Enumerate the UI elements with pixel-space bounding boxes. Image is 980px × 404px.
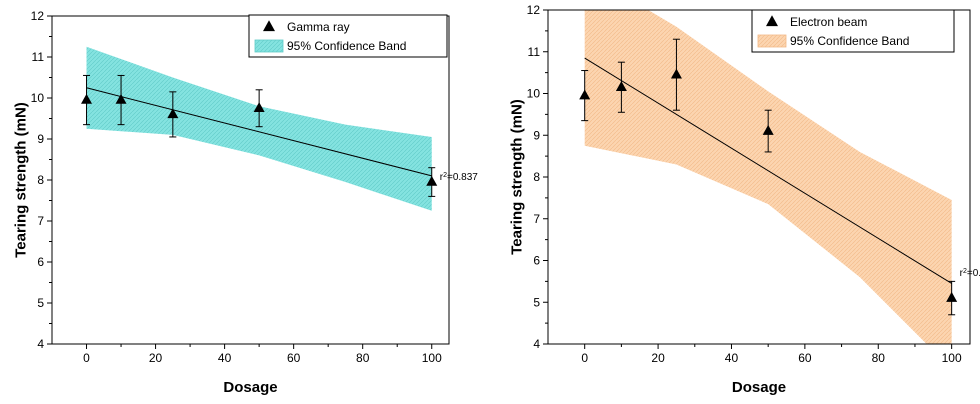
r-squared-label: r2=0.837: [440, 172, 479, 184]
x-tick-label: 40: [725, 351, 739, 365]
y-tick-label: 6: [533, 254, 540, 268]
data-point: [579, 70, 591, 122]
chart-electron-beam: 0 20 40 60 80 100 4 5 6 7 8 9 10 11 12 Dosage Tearing …: [508, 3, 980, 396]
x-tick-label: 0: [581, 351, 588, 365]
legend-triangle-marker: [263, 20, 275, 32]
x-tick-label: 60: [287, 351, 301, 365]
x-tick-label: 60: [798, 351, 812, 365]
triangle-marker: [115, 93, 127, 104]
x-tick-label: 20: [651, 351, 665, 365]
data-point: [946, 280, 958, 316]
r2-base: r: [440, 172, 444, 183]
plot-marks: [81, 46, 438, 211]
r2-value: =0.837: [447, 172, 478, 183]
x-tick-label: 80: [356, 351, 370, 365]
legend-series-label: Gamma ray: [287, 20, 350, 34]
axis-ticks: 0 20 40 60 80 100 4 5 6 7 8 9 10 11 12: [527, 3, 962, 365]
y-tick-label: 9: [533, 128, 540, 142]
legend-triangle-marker: [766, 15, 778, 27]
data-point: [81, 74, 93, 126]
triangle-marker: [81, 93, 93, 104]
y-tick-label: 12: [527, 3, 541, 17]
axis-ticks: 0 20 40 60 80 100 4 5 6 7 8 9 10 11 12: [31, 9, 442, 365]
y-tick-label: 11: [32, 50, 45, 64]
legend-band-label: 95% Confidence Band: [287, 39, 406, 53]
legend-series-label: Electron beam: [790, 15, 867, 29]
x-tick-label: 100: [942, 351, 962, 365]
triangle-marker: [426, 175, 438, 186]
x-axis-title: Dosage: [732, 379, 786, 396]
y-tick-label: 7: [533, 212, 540, 226]
y-tick-label: 4: [37, 337, 44, 351]
legend: Electron beam 95% Confidence Band: [751, 9, 955, 53]
data-point: [670, 38, 682, 111]
y-tick-label: 9: [37, 132, 44, 146]
y-tick-label: 4: [533, 337, 540, 351]
y-tick-label: 8: [533, 170, 540, 184]
y-tick-label: 6: [37, 255, 44, 269]
triangle-marker: [762, 124, 774, 135]
y-tick-label: 5: [37, 296, 44, 310]
plot-marks: [579, 10, 958, 344]
y-tick-label: 12: [31, 9, 45, 23]
y-tick-label: 10: [527, 87, 541, 101]
confidence-band: [584, 10, 952, 344]
r2-base: r: [960, 268, 964, 279]
regression-line: [584, 57, 952, 284]
x-tick-label: 40: [218, 351, 232, 365]
triangle-marker: [167, 108, 179, 119]
triangle-marker: [253, 102, 265, 113]
r2-superscript: 2: [443, 172, 447, 179]
y-tick-label: 10: [31, 91, 45, 105]
x-tick-label: 20: [149, 351, 163, 365]
data-point: [615, 61, 627, 113]
legend-band-swatch: [757, 34, 787, 48]
legend-band-swatch: [254, 39, 284, 53]
data-point: [115, 74, 127, 126]
y-tick-label: 11: [528, 45, 541, 59]
legend: Gamma ray 95% Confidence Band: [248, 14, 448, 58]
triangle-marker: [579, 89, 591, 100]
data-point: [167, 91, 179, 138]
x-tick-label: 100: [422, 351, 442, 365]
confidence-band: [86, 46, 432, 211]
triangle-marker: [670, 68, 682, 79]
r2-value: =0.878: [967, 268, 980, 279]
triangle-marker: [615, 81, 627, 91]
y-axis-title: Tearing strength (mN): [508, 99, 525, 255]
chart-gamma-ray: 0 20 40 60 80 100 4 5 6 7 8 9 10 11 12 Dosage Tearing …: [12, 9, 478, 396]
data-point: [762, 109, 774, 153]
y-tick-label: 8: [37, 173, 44, 187]
regression-line: [86, 87, 432, 177]
data-point: [426, 167, 438, 197]
r-squared-label: r2=0.878: [960, 268, 980, 280]
x-tick-label: 80: [872, 351, 886, 365]
x-axis-title: Dosage: [223, 379, 277, 396]
data-point: [253, 89, 265, 128]
triangle-marker: [946, 291, 958, 302]
x-tick-label: 0: [83, 351, 90, 365]
y-tick-label: 5: [533, 295, 540, 309]
legend-band-label: 95% Confidence Band: [790, 34, 909, 48]
r2-superscript: 2: [963, 268, 967, 275]
y-tick-label: 7: [37, 214, 44, 228]
y-axis-title: Tearing strength (mN): [12, 102, 29, 258]
